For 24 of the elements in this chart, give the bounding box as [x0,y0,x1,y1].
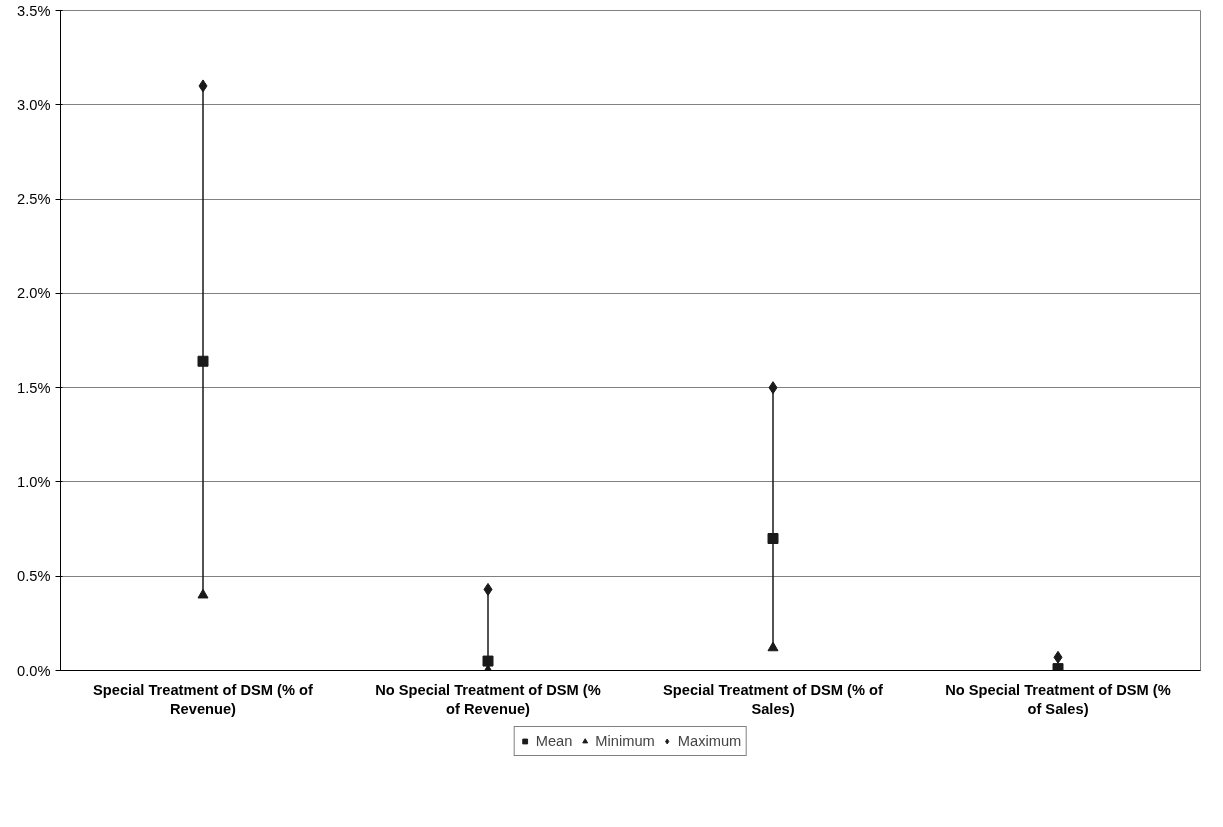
y-tick-label: 2.0% [17,285,51,302]
point [197,588,209,599]
y-tick-label: 1.5% [17,379,51,396]
point [482,655,494,667]
point [767,533,779,544]
x-tick-label: Special Treatment of DSM (% of Revenue) [93,681,314,717]
y-tick-label: 3.5% [17,2,51,19]
point [767,641,779,652]
point [197,355,209,367]
y-tick-label: 0.5% [17,568,51,585]
y-tick-label: 0.0% [17,662,51,679]
legend-label: Maximum [677,733,742,749]
legend-label: Minimum [595,733,655,749]
legend-label: Mean [535,733,573,749]
y-tick-label: 2.5% [17,191,51,208]
x-tick-label: No Special Treatment of DSM (% of Sales) [945,681,1171,717]
point [768,381,778,395]
point [483,582,493,596]
y-tick-label: 1.0% [17,473,51,490]
x-tick-label: No Special Treatment of DSM (% of Revenue) [375,681,601,717]
y-tick-label: 3.0% [17,96,51,113]
point [1053,650,1063,664]
x-tick-label: Special Treatment of DSM (% of Sales) [663,681,884,717]
point [198,79,208,93]
